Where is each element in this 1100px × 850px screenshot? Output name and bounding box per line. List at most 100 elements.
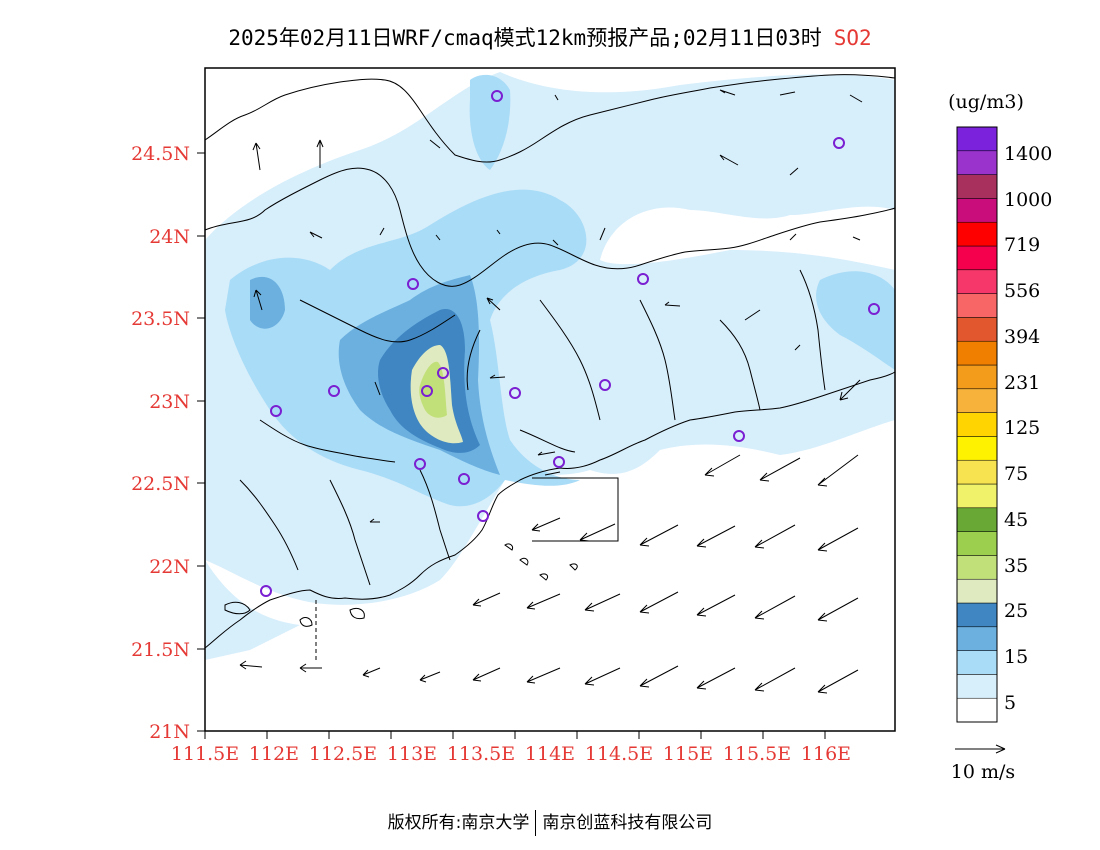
wind-arrows-north (252, 89, 863, 523)
legend-unit: (ug/m3) (948, 91, 1024, 113)
legend-tick-label: 125 (1004, 417, 1040, 439)
station-markers (260, 90, 880, 597)
wind-reference-arrow (955, 744, 1006, 754)
lat-tick-label: 24.5N (131, 143, 190, 165)
legend-swatch (956, 483, 998, 509)
legend-swatch (956, 531, 998, 556)
coastline (204, 371, 896, 649)
wind-arrows-south (239, 379, 861, 694)
longitude-axis: 111.5E 112E 112.5E 113E 113.5E 114E 114.… (171, 731, 851, 765)
lat-tick-label: 21N (149, 721, 190, 743)
legend-swatch (956, 459, 998, 485)
station-marker (491, 90, 503, 102)
legend-tick-label: 719 (1004, 234, 1040, 256)
legend-swatch (956, 317, 998, 342)
station-marker (868, 303, 880, 315)
station-marker (260, 585, 272, 597)
province-boundary (204, 74, 896, 163)
station-marker (637, 273, 649, 285)
legend-swatch (956, 340, 998, 366)
boundaries (204, 74, 896, 660)
station-marker (599, 379, 611, 391)
legend-tick-label: 1400 (1004, 143, 1052, 165)
legend-tick-label: 1000 (1004, 189, 1052, 211)
lat-tick-label: 24N (149, 226, 190, 248)
lon-tick-label: 114.5E (585, 743, 653, 765)
title-main: 2025年02月11日WRF/cmaq模式12km预报产品;02月11日03时 (228, 26, 822, 50)
footer-copyright: 版权所有:南京大学 (387, 813, 530, 833)
lat-tick-label: 23N (149, 391, 190, 413)
legend-tick-label: 45 (1004, 509, 1028, 531)
legend-swatch (956, 364, 998, 390)
legend-swatch (956, 412, 998, 437)
lon-tick-label: 112.5E (309, 743, 377, 765)
lat-tick-label: 22N (149, 556, 190, 578)
lon-tick-label: 115.5E (723, 743, 791, 765)
station-marker (733, 430, 745, 442)
lat-tick-label: 23.5N (131, 308, 190, 330)
legend-swatch (956, 626, 998, 651)
lon-tick-label: 113.5E (447, 743, 515, 765)
wind-reference: 10 m/s (951, 744, 1015, 783)
station-marker (437, 367, 449, 379)
legend-swatch (956, 436, 998, 461)
legend-swatch (956, 150, 998, 175)
wind-vectors (239, 89, 863, 694)
legend-swatch (956, 602, 998, 628)
concentration-field (205, 72, 895, 660)
lon-tick-label: 113E (387, 743, 437, 765)
station-marker (509, 387, 521, 399)
islands (224, 543, 578, 627)
lon-tick-label: 116E (801, 743, 851, 765)
chart-title: 2025年02月11日WRF/cmaq模式12km预报产品;02月11日03时 S… (0, 22, 1100, 52)
legend-swatch (956, 697, 998, 723)
lon-tick-label: 115E (663, 743, 713, 765)
station-marker (458, 473, 470, 485)
legend-swatch (956, 507, 998, 532)
lat-tick-label: 22.5N (131, 473, 190, 495)
legend-tick-label: 5 (1004, 692, 1016, 714)
legend-swatch (956, 674, 998, 699)
copyright-footer: 版权所有:南京大学 南京创蓝科技有限公司 (0, 808, 1100, 836)
legend-color-bar (956, 126, 998, 723)
legend-swatch (956, 245, 998, 271)
station-marker (414, 458, 426, 470)
hong-kong-box (532, 477, 619, 542)
legend-swatch (956, 198, 998, 223)
legend-tick-label: 35 (1004, 555, 1028, 577)
station-marker (270, 405, 282, 417)
shade-level-75 (419, 361, 447, 418)
legend-swatch (956, 269, 998, 294)
legend-swatch (956, 174, 998, 199)
legend-tick-label: 394 (1004, 326, 1040, 348)
title-species: SO2 (833, 26, 872, 50)
station-marker (833, 137, 845, 149)
legend-swatch (956, 650, 998, 675)
lat-tick-label: 21.5N (131, 639, 190, 661)
station-marker (407, 278, 419, 290)
county-lines (204, 167, 896, 586)
legend-swatch (956, 555, 998, 580)
wind-reference-label: 10 m/s (951, 761, 1015, 783)
lon-tick-label: 112E (249, 743, 299, 765)
map-panel (204, 67, 896, 732)
legend-swatch (956, 293, 998, 318)
station-marker (421, 385, 433, 397)
station-marker (477, 510, 489, 522)
footer-company: 南京创蓝科技有限公司 (542, 813, 713, 833)
station-marker (553, 456, 565, 468)
legend-swatch (956, 126, 998, 152)
legend-tick-label: 556 (1004, 280, 1040, 302)
map-frame (204, 67, 896, 732)
legend-swatch (956, 221, 998, 247)
shade-level-15-ne (816, 271, 895, 370)
legend-swatch (956, 578, 998, 604)
footer-divider (535, 810, 537, 836)
legend-tick-label: 15 (1004, 646, 1028, 668)
legend-bar-frame (956, 126, 998, 723)
legend-tick-label: 75 (1004, 463, 1028, 485)
station-marker (328, 385, 340, 397)
latitude-axis: 24.5N 24N 23.5N 23N 22.5N 22N 21.5N 21N (131, 143, 205, 743)
legend-tick-label: 231 (1004, 372, 1040, 394)
